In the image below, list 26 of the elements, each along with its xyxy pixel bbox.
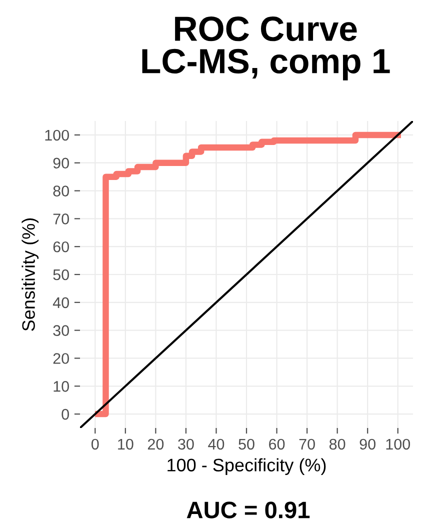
x-tick-label: 10 (118, 438, 134, 450)
x-tick-label: 60 (269, 438, 285, 450)
y-axis-title: Sensitivity (%) (22, 218, 39, 331)
x-tick-label: 50 (238, 438, 254, 450)
x-tick-label: 70 (299, 438, 315, 450)
x-tick-label: 20 (148, 438, 164, 450)
y-tick-label: 90 (53, 158, 69, 169)
text: AUC = 0.91 (186, 502, 310, 518)
x-tick-label: 30 (178, 438, 194, 450)
x-tick-label: 40 (208, 438, 224, 450)
x-axis-title: 100 - Specificity (%) (168, 458, 326, 476)
y-tick-label: 40 (52, 297, 69, 308)
x-tick-label: 100 (386, 438, 410, 450)
y-tick-label: 20 (53, 353, 69, 364)
y-tick-label: 0 (62, 408, 69, 420)
x-tick-label: 0 (91, 438, 99, 450)
y-tick-label: 50 (53, 269, 69, 280)
x-tick-label: 80 (329, 438, 346, 450)
y-tick-label: 10 (54, 381, 69, 392)
y-tick-label: 80 (53, 186, 69, 196)
chart-title: ROC Curve LC-MS, comp 1 (142, 16, 390, 80)
y-tick-label: 60 (53, 241, 69, 252)
x-tick-label: 90 (360, 438, 376, 450)
y-tick-label: 70 (53, 214, 69, 224)
y-tick-label: 30 (53, 325, 69, 336)
y-tick-label: 100 (45, 130, 69, 141)
